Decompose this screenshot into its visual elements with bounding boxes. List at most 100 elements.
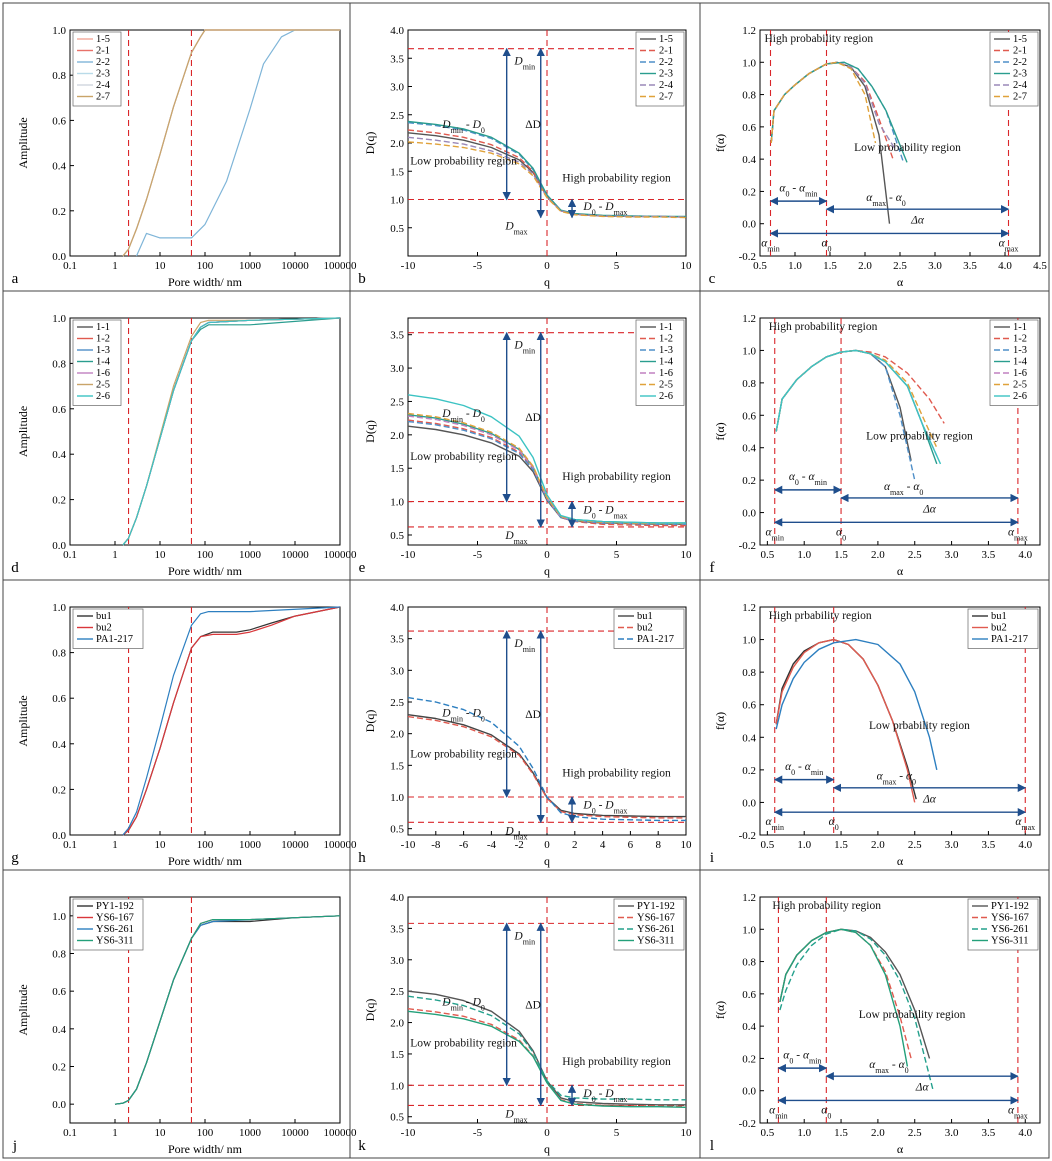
y-tick-label: 0.8: [742, 667, 756, 679]
annotation-low-probability: Low probability region: [859, 1009, 966, 1021]
x-axis-label: q: [544, 275, 550, 289]
x-axis-label: Pore width/ nm: [168, 854, 243, 868]
series-line-2-7: [122, 29, 340, 257]
annotation-delta-d: ΔD: [525, 119, 541, 131]
legend-entry: 1-6: [96, 368, 110, 379]
panel-label: l: [710, 1138, 714, 1154]
x-tick-label: 10000: [281, 549, 309, 561]
y-tick-label: 4.0: [390, 602, 404, 614]
y-tick-label: 0.6: [52, 115, 66, 127]
x-tick-label: 100: [197, 839, 214, 851]
y-tick-label: 2.0: [390, 1018, 404, 1030]
legend-entry: bu1: [991, 611, 1007, 622]
legend-entry: 2-2: [659, 57, 673, 68]
x-tick-label: 2.0: [858, 260, 872, 272]
y-tick-label: 0.4: [742, 1021, 756, 1033]
legend-entry: 2-4: [96, 80, 111, 91]
x-tick-label: 4.0: [998, 260, 1012, 272]
y-tick-label: 0.6: [52, 986, 66, 998]
x-tick-label: 0.1: [63, 1127, 77, 1139]
x-tick-label: 1000: [239, 549, 262, 561]
x-tick-label: 1.5: [834, 1127, 848, 1139]
annotation-amax-a0: αmax - α0: [884, 481, 923, 497]
x-tick-label: 5: [614, 1127, 620, 1139]
legend-box: [635, 319, 685, 406]
legend-entry: bu2: [637, 623, 653, 634]
y-tick-label: 0.8: [52, 358, 66, 370]
y-tick-label: 1.0: [52, 602, 66, 614]
x-tick-label: 3.5: [963, 260, 977, 272]
x-tick-label: 0: [544, 1127, 550, 1139]
legend-entry: PY1-192: [991, 901, 1029, 912]
x-tick-label: 10: [155, 1127, 167, 1139]
annotation-d0-dmax: D0 - Dmax: [582, 505, 627, 521]
y-axis-label: f(α): [713, 422, 727, 440]
annotation-high-probability: High probability region: [562, 471, 671, 483]
series-line-PA1-217: [407, 696, 686, 822]
x-tick-label: -10: [401, 839, 416, 851]
x-axis-label: q: [544, 564, 550, 578]
series-line-2-5: [407, 412, 686, 525]
y-tick-label: 0.0: [742, 508, 756, 520]
panel-label: i: [710, 850, 714, 866]
x-tick-label: 1: [112, 839, 118, 851]
annotation-a0-amin: α0 - αmin: [783, 1049, 821, 1065]
x-tick-label: 1.5: [834, 549, 848, 561]
legend-entry: 2-5: [1013, 380, 1027, 391]
legend-entry: YS6-261: [637, 924, 675, 935]
panel-label: e: [359, 560, 366, 576]
y-axis-label: Amplitude: [16, 695, 30, 746]
x-tick-label: 0: [544, 839, 550, 851]
chart-l: 0.5 1.0 1.5 2.0 2.5 3.0 3.5 4.0 -0.2 0.0 0.2 0.4 0.6…: [713, 892, 1041, 1156]
x-tick-label: 1.0: [788, 260, 802, 272]
annotation-a0-amin: α0 - αmin: [789, 471, 827, 487]
legend-entry: 2-5: [659, 380, 673, 391]
x-tick-label: 0.5: [760, 839, 774, 851]
legend-entry: 2-2: [96, 57, 110, 68]
panel-label: c: [709, 271, 716, 287]
y-tick-label: 0.6: [52, 404, 66, 416]
y-tick-label: 2.5: [390, 697, 404, 709]
x-tick-label: 2.5: [908, 839, 922, 851]
y-tick-label: 0.2: [742, 1053, 756, 1065]
x-tick-label: 100: [197, 260, 214, 272]
legend-entry: 1-4: [659, 357, 674, 368]
x-tick-label: 4.0: [1018, 1127, 1032, 1139]
series-line-2-7: [407, 141, 687, 219]
x-tick-label: 3.0: [945, 1127, 959, 1139]
y-tick-label: 1.2: [742, 25, 756, 37]
y-tick-label: 1.0: [52, 25, 66, 37]
y-tick-label: 0.6: [52, 693, 66, 705]
x-axis-label: Pore width/ nm: [168, 275, 243, 289]
legend-entry: YS6-311: [637, 936, 675, 947]
annotation-a0-amin: α0 - αmin: [779, 182, 817, 198]
x-tick-label: 10: [155, 549, 167, 561]
y-tick-label: 3.0: [390, 955, 404, 967]
legend-entry: 1-1: [659, 322, 673, 333]
series-line-2-6: [122, 317, 341, 546]
annotation-d0-dmax: D0 - Dmax: [582, 800, 627, 816]
x-tick-label: 4.5: [1033, 260, 1047, 272]
x-axis-label: α: [897, 275, 904, 289]
y-tick-label: -0.2: [739, 540, 756, 552]
x-tick-label: 10: [681, 260, 693, 272]
y-tick-label: 2.0: [390, 430, 404, 442]
legend-entry: 2-1: [96, 46, 110, 57]
x-tick-label: 10000: [281, 839, 309, 851]
annotation-high-probability: High probability region: [772, 900, 881, 912]
series-line-2-7: [770, 61, 877, 144]
x-axis-label: Pore width/ nm: [168, 1142, 243, 1156]
annotation-a0-amin: α0 - αmin: [785, 761, 823, 777]
x-tick-label: -5: [473, 260, 483, 272]
annotation-d0-dmax: D0 - Dmax: [582, 201, 627, 217]
legend-entry: 1-6: [659, 368, 673, 379]
y-tick-label: 2.5: [390, 986, 404, 998]
legend-entry: 2-6: [1013, 391, 1027, 402]
x-tick-label: -5: [473, 1127, 483, 1139]
annotation-delta-d: ΔD: [525, 709, 541, 721]
legend-entry: 1-5: [96, 34, 110, 45]
annotation-high-probability: High prbability region: [769, 610, 872, 622]
x-tick-label: 1000: [239, 260, 262, 272]
y-tick-label: 1.2: [742, 602, 756, 614]
annotation-amin: αmin: [765, 816, 784, 832]
